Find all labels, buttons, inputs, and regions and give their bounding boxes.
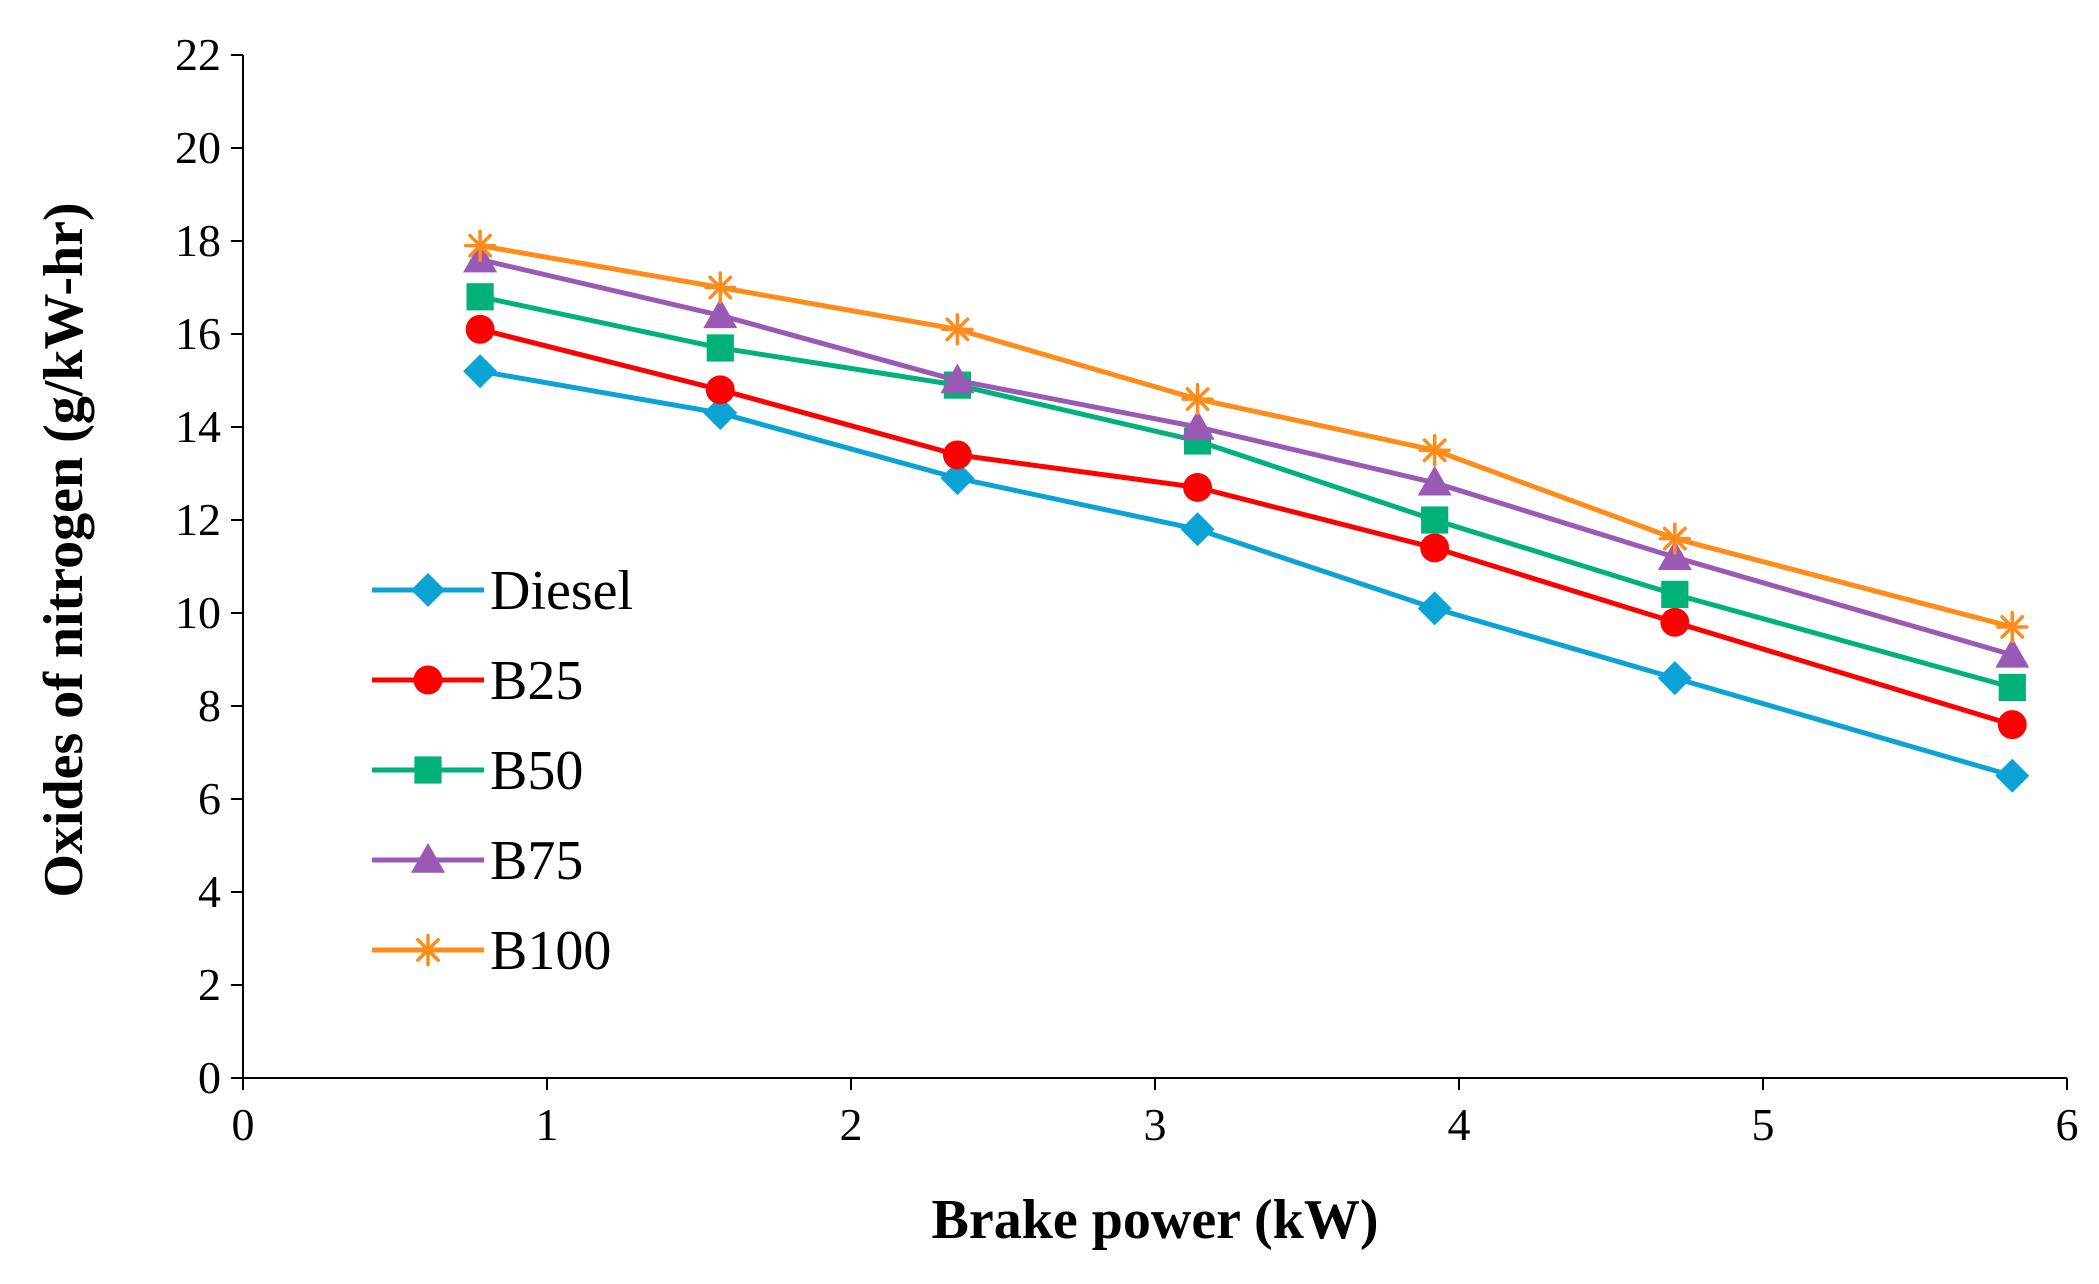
marker-stroke bbox=[1422, 438, 1447, 463]
data-point bbox=[704, 271, 737, 304]
x-tick-label: 1 bbox=[536, 1099, 559, 1150]
data-point bbox=[703, 396, 738, 431]
data-point bbox=[1180, 512, 1215, 547]
legend-marker bbox=[413, 665, 443, 695]
y-tick-label: 6 bbox=[198, 773, 221, 824]
legend-item-b50: B50 bbox=[372, 740, 583, 802]
series-b50 bbox=[466, 283, 2026, 701]
series-b25 bbox=[465, 314, 2027, 740]
data-point bbox=[703, 298, 738, 329]
legend-label: B75 bbox=[490, 830, 583, 892]
data-point bbox=[706, 334, 734, 362]
legend-label: B100 bbox=[490, 920, 611, 982]
y-tick-label: 16 bbox=[175, 308, 221, 359]
y-tick-label: 18 bbox=[175, 215, 221, 266]
series-diesel bbox=[463, 354, 2030, 793]
x-tick-label: 6 bbox=[2056, 1099, 2079, 1150]
data-point bbox=[1997, 710, 2027, 740]
marker-stroke bbox=[2000, 614, 2025, 639]
data-point bbox=[940, 461, 975, 496]
data-point bbox=[1418, 434, 1451, 467]
data-point bbox=[463, 354, 498, 389]
x-tick-label: 4 bbox=[1448, 1099, 1471, 1150]
y-tick-label: 22 bbox=[175, 29, 221, 80]
marker-stroke bbox=[708, 275, 733, 300]
legend-item-b100: B100 bbox=[372, 920, 611, 982]
data-point bbox=[1421, 506, 1449, 534]
data-point bbox=[1417, 465, 1452, 496]
data-point bbox=[1661, 580, 1689, 608]
data-point bbox=[1660, 607, 1690, 637]
marker-stroke bbox=[1185, 387, 1210, 412]
data-point bbox=[1181, 382, 1214, 416]
data-point bbox=[941, 313, 974, 346]
data-point bbox=[705, 375, 735, 405]
series-b100 bbox=[463, 229, 2029, 644]
y-tick-label: 2 bbox=[198, 959, 221, 1010]
data-point bbox=[465, 314, 495, 344]
data-point bbox=[1183, 473, 1213, 502]
marker-stroke bbox=[1662, 526, 1687, 551]
legend: Diesel B25 B50 B75 B100 bbox=[372, 560, 633, 982]
legend-label: Diesel bbox=[490, 560, 633, 622]
marker-stroke bbox=[945, 317, 970, 342]
data-point bbox=[1417, 591, 1452, 626]
data-point bbox=[940, 363, 975, 394]
data-point bbox=[1657, 540, 1692, 570]
x-tick-label: 0 bbox=[232, 1099, 255, 1150]
legend-marker bbox=[411, 573, 445, 607]
data-point bbox=[1658, 522, 1692, 555]
series-line bbox=[479, 368, 2013, 779]
legend-label: B25 bbox=[490, 650, 583, 712]
data-point bbox=[942, 440, 972, 470]
series-layer bbox=[463, 229, 2030, 793]
y-axis-title: Oxides of nitrogen (g/kW-hr) bbox=[33, 202, 95, 897]
data-point bbox=[466, 283, 494, 311]
data-point bbox=[1657, 661, 1692, 696]
data-point bbox=[1995, 637, 2030, 668]
y-tick-label: 8 bbox=[198, 680, 221, 731]
legend-label: B50 bbox=[490, 740, 583, 802]
x-tick-label: 2 bbox=[840, 1099, 863, 1150]
legend-marker bbox=[411, 933, 445, 967]
legend-marker bbox=[414, 756, 442, 784]
legend-marker bbox=[411, 843, 445, 873]
y-tick-label: 0 bbox=[198, 1052, 221, 1103]
legend-item-b75: B75 bbox=[372, 830, 583, 892]
legend-item-b25: B25 bbox=[372, 650, 583, 712]
y-tick-label: 14 bbox=[175, 401, 221, 452]
data-point bbox=[1180, 410, 1215, 440]
data-point bbox=[1995, 758, 2030, 793]
y-tick-label: 12 bbox=[175, 494, 221, 545]
legend-item-diesel: Diesel bbox=[372, 560, 633, 622]
y-tick-label: 10 bbox=[175, 587, 221, 638]
x-tick-label: 5 bbox=[1752, 1099, 1775, 1150]
x-axis-title: Brake power (kW) bbox=[932, 1189, 1379, 1251]
y-tick-label: 4 bbox=[198, 866, 221, 917]
y-tick-label: 20 bbox=[175, 122, 221, 173]
data-point bbox=[1420, 533, 1450, 563]
marker-stroke bbox=[416, 938, 440, 962]
data-point bbox=[1998, 673, 2026, 701]
data-point bbox=[463, 229, 497, 262]
marker-stroke bbox=[468, 233, 493, 258]
data-point bbox=[1996, 610, 2029, 644]
x-tick-label: 3 bbox=[1144, 1099, 1167, 1150]
